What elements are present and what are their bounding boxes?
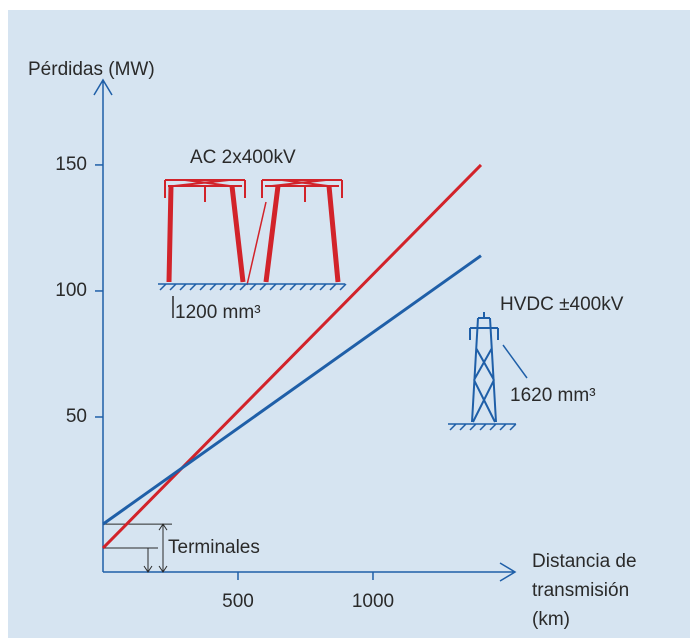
series-line <box>102 254 482 526</box>
annotation: 1620 mm³ <box>510 385 596 406</box>
terminal-bracket <box>103 523 172 573</box>
ac-towers <box>164 179 343 286</box>
y-axis <box>93 78 113 572</box>
y-axis-label: Pérdidas (MW) <box>28 59 155 80</box>
x-axis <box>103 562 517 582</box>
x-tick-label: 1000 <box>352 591 394 612</box>
y-tick-label: 150 <box>55 154 87 175</box>
x-axis-label: transmisión <box>532 580 629 601</box>
series-line <box>101 163 483 550</box>
x-tick-label: 500 <box>222 591 254 612</box>
chart-background <box>8 10 690 638</box>
hvdc-tower <box>448 312 528 431</box>
x-axis-label: Distancia de <box>532 551 637 572</box>
y-tick-label: 50 <box>66 406 87 427</box>
annotation: Terminales <box>168 537 260 558</box>
ground-ac <box>158 283 347 318</box>
legend-label: HVDC ±400kV <box>500 294 624 315</box>
y-tick-label: 100 <box>55 280 87 301</box>
x-axis-label: (km) <box>532 609 570 630</box>
legend-label: AC 2x400kV <box>190 147 296 168</box>
annotation: 1200 mm³ <box>175 302 261 323</box>
